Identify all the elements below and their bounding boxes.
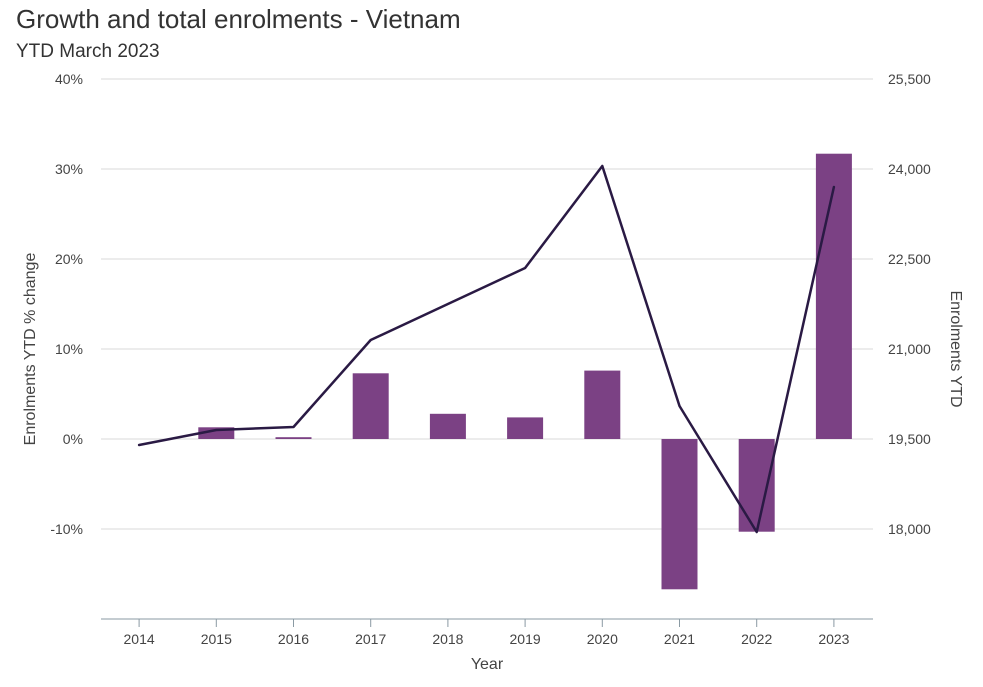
x-tick-label: 2016 bbox=[278, 631, 309, 647]
line-series bbox=[137, 164, 836, 534]
x-tick-label: 2018 bbox=[432, 631, 463, 647]
bar-series bbox=[198, 153, 852, 590]
left-y-tick-label: 20% bbox=[55, 251, 83, 267]
left-y-tick-label: 10% bbox=[55, 341, 83, 357]
x-tick-label: 2015 bbox=[201, 631, 232, 647]
x-axis-title: Year bbox=[471, 656, 504, 673]
x-tick-label: 2014 bbox=[124, 631, 155, 647]
bar bbox=[738, 439, 775, 532]
left-y-tick-label: 30% bbox=[55, 161, 83, 177]
left-y-tick-label: 40% bbox=[55, 71, 83, 87]
right-y-tick-label: 21,000 bbox=[888, 341, 931, 357]
left-y-axis-title: Enrolments YTD % change bbox=[22, 253, 39, 446]
bar bbox=[198, 427, 235, 439]
x-tick-label: 2020 bbox=[587, 631, 618, 647]
bar bbox=[815, 153, 852, 439]
left-y-tick-label: -10% bbox=[50, 521, 83, 537]
right-y-tick-label: 25,500 bbox=[888, 71, 931, 87]
right-y-tick-label: 22,500 bbox=[888, 251, 931, 267]
bar bbox=[661, 439, 698, 590]
bar bbox=[275, 437, 312, 439]
x-tick-label: 2021 bbox=[664, 631, 695, 647]
x-tick-label: 2023 bbox=[818, 631, 849, 647]
chart-title: Growth and total enrolments - Vietnam bbox=[16, 4, 461, 34]
enrolments-line bbox=[137, 164, 836, 534]
right-y-tick-label: 24,000 bbox=[888, 161, 931, 177]
axes: 40% 30% 20% 10% 0% -10% 25,500 24,000 22,500 21,0… bbox=[50, 71, 931, 647]
chart-subtitle: YTD March 2023 bbox=[16, 41, 160, 62]
bar bbox=[507, 417, 544, 439]
bar bbox=[352, 373, 389, 439]
x-tick-label: 2019 bbox=[510, 631, 541, 647]
bar bbox=[429, 413, 466, 439]
bar bbox=[584, 370, 621, 439]
x-tick-label: 2022 bbox=[741, 631, 772, 647]
right-y-axis-title: Enrolments YTD bbox=[947, 290, 964, 407]
right-y-tick-label: 19,500 bbox=[888, 431, 931, 447]
right-y-tick-label: 18,000 bbox=[888, 521, 931, 537]
left-y-tick-label: 0% bbox=[63, 431, 83, 447]
x-tick-label: 2017 bbox=[355, 631, 386, 647]
